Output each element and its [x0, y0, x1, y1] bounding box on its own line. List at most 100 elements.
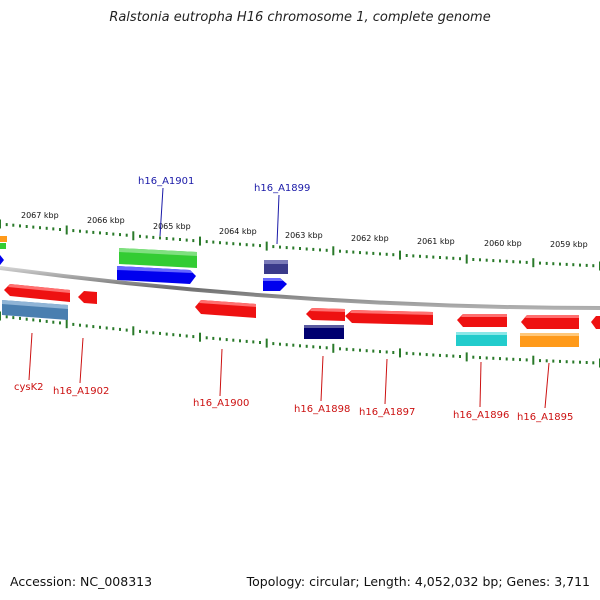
minor-tick: [299, 344, 301, 348]
gene-h16_A1897[interactable]: [345, 310, 433, 325]
gene-h16_A1895[interactable]: [521, 315, 579, 329]
minor-tick: [172, 333, 175, 337]
minor-tick: [119, 233, 121, 237]
minor-tick: [572, 263, 575, 267]
major-tick: [199, 332, 201, 342]
minor-tick: [392, 351, 395, 354]
minor-tick: [312, 247, 315, 251]
gene-red-1[interactable]: [4, 284, 70, 302]
gene-h16_A1901-green[interactable]: [119, 248, 197, 268]
minor-tick: [432, 255, 435, 259]
minor-tick: [32, 318, 35, 322]
minor-tick: [379, 350, 381, 354]
minor-tick: [579, 263, 581, 267]
scale-ticks-top: [0, 219, 600, 271]
minor-tick: [272, 342, 275, 346]
gene-h16_A1898[interactable]: [306, 308, 345, 321]
minor-tick: [472, 258, 475, 261]
minor-tick: [99, 325, 101, 329]
minor-tick: [279, 245, 281, 249]
minor-tick: [499, 357, 501, 361]
minor-tick: [299, 247, 301, 250]
gene-h16_A1899-slate[interactable]: [264, 260, 288, 274]
minor-tick: [92, 325, 95, 329]
minor-tick: [259, 341, 261, 344]
minor-tick: [45, 319, 48, 323]
major-tick: [0, 311, 1, 321]
gene-h16_A1900[interactable]: [195, 300, 256, 318]
gene-h16_A1901-blue[interactable]: [117, 266, 196, 284]
minor-tick: [405, 254, 408, 257]
gene-h16_A1902[interactable]: [78, 291, 97, 304]
minor-tick: [345, 250, 348, 254]
minor-tick: [499, 259, 501, 263]
gene-h16_A1895-orange[interactable]: [520, 333, 579, 347]
minor-tick: [512, 260, 515, 264]
gene-steelblue[interactable]: [2, 300, 68, 320]
minor-tick: [79, 323, 81, 327]
minor-tick: [165, 332, 168, 336]
minor-tick: [45, 226, 48, 230]
gene-label-h16_A1898: h16_A1898: [294, 404, 350, 415]
gene-block-edge-green[interactable]: [0, 243, 6, 249]
gene-arrow-edge-blue[interactable]: [0, 255, 4, 265]
major-tick: [399, 250, 401, 260]
major-tick: [65, 225, 68, 235]
minor-tick: [525, 260, 528, 264]
minor-tick: [112, 327, 115, 331]
minor-tick: [59, 228, 61, 231]
gene-edge-red[interactable]: [591, 316, 600, 329]
minor-tick: [445, 256, 448, 260]
minor-tick: [512, 357, 515, 361]
minor-tick: [165, 237, 168, 240]
gene-label-h16_A1900: h16_A1900: [193, 398, 249, 409]
gene-h16_A1896[interactable]: [457, 314, 507, 327]
minor-tick: [179, 238, 181, 241]
minor-tick: [285, 343, 288, 347]
minor-tick: [372, 251, 375, 255]
minor-tick: [232, 242, 235, 246]
minor-tick: [432, 353, 435, 357]
minor-tick: [139, 234, 141, 238]
minor-tick: [579, 360, 581, 364]
minor-tick: [159, 236, 161, 240]
gene-block-edge-orange[interactable]: [0, 236, 7, 242]
minor-tick: [52, 227, 55, 231]
minor-tick: [25, 317, 28, 321]
minor-tick: [19, 224, 21, 228]
map-title: Ralstonia eutropha H16 chromosome 1, com…: [109, 10, 491, 25]
minor-tick: [452, 354, 455, 358]
gene-h16_A1898-navy[interactable]: [304, 325, 344, 339]
minor-tick: [285, 246, 288, 250]
minor-tick: [39, 319, 41, 323]
minor-tick: [419, 352, 421, 356]
minor-tick: [305, 344, 308, 348]
minor-tick: [565, 360, 568, 364]
kbp-label: 2060 kbp: [484, 239, 522, 248]
gene-label-h16_A1899: h16_A1899: [254, 183, 310, 194]
minor-tick: [425, 353, 428, 357]
minor-tick: [252, 243, 255, 247]
kbp-label: 2064 kbp: [219, 227, 257, 236]
minor-tick: [145, 330, 148, 334]
minor-tick: [219, 241, 221, 245]
minor-tick: [259, 244, 261, 248]
minor-tick: [232, 338, 235, 342]
kbp-label: 2062 kbp: [351, 234, 389, 243]
minor-tick: [352, 348, 355, 352]
gene-h16_A1899-blue[interactable]: [263, 278, 287, 291]
minor-tick: [592, 264, 595, 268]
minor-tick: [585, 361, 588, 364]
minor-tick: [19, 316, 21, 320]
minor-tick: [85, 324, 88, 328]
minor-tick: [245, 339, 248, 343]
minor-tick: [339, 347, 341, 351]
gene-label-cysK2: cysK2: [14, 382, 44, 393]
minor-tick: [365, 251, 368, 255]
minor-tick: [12, 316, 15, 320]
minor-tick: [312, 345, 315, 349]
minor-tick: [552, 359, 555, 363]
gene-h16_A1896-cyan[interactable]: [456, 332, 507, 346]
minor-tick: [385, 350, 388, 354]
